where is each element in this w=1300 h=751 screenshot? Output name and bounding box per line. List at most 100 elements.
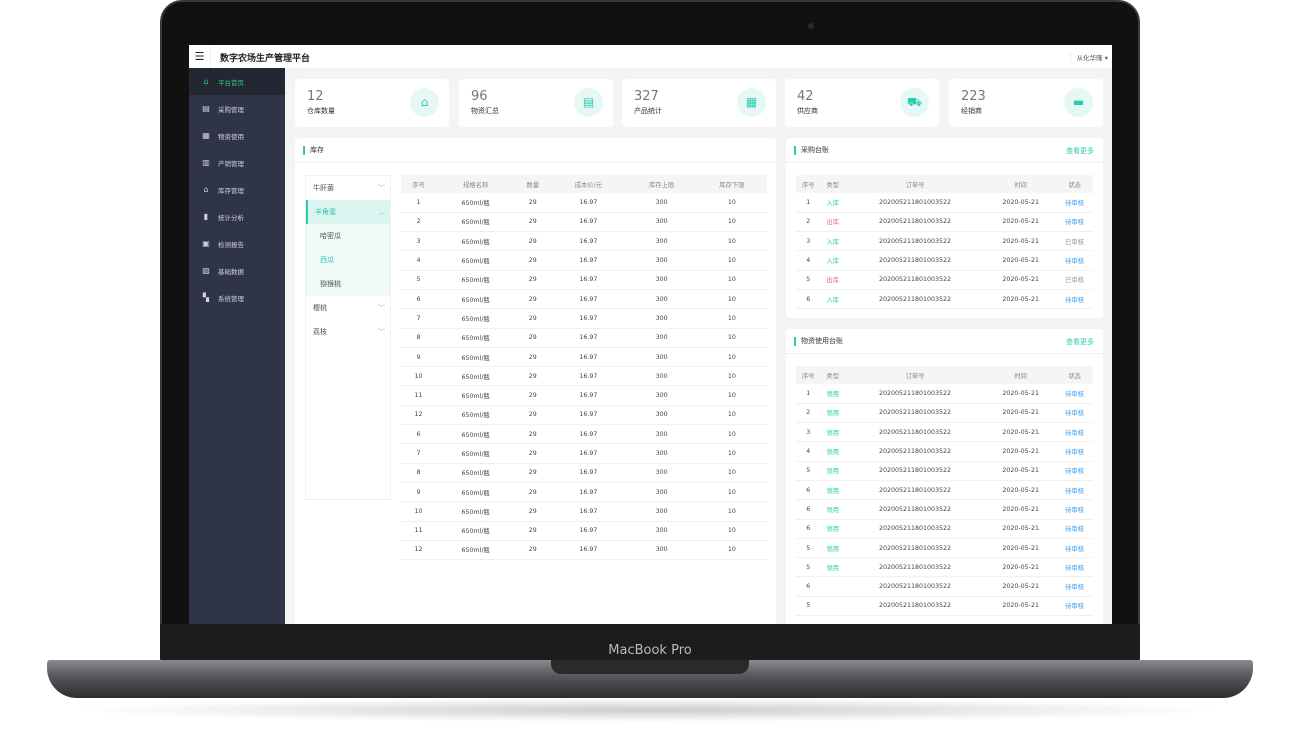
table-row[interactable]: 6 领用 202005211801003522 2020-05-21 待审核 — [796, 480, 1093, 501]
table-row[interactable]: 11 650ml/瓶 29 16.97 300 10 — [401, 385, 767, 406]
table-row[interactable]: 6 650ml/瓶 29 16.97 300 10 — [401, 424, 767, 445]
category-tree: 牛肝菌 ﹀ 羊角蜜 ︿ 哈密瓜 西瓜 猕猴桃 樱桃 ﹀ 荔枝 ﹀ — [305, 175, 391, 500]
table-row[interactable]: 5 202005211801003522 2020-05-21 待审核 — [796, 596, 1093, 617]
table-row[interactable]: 1 650ml/瓶 29 16.97 300 10 — [401, 193, 767, 213]
table-row[interactable]: 8 650ml/瓶 29 16.97 300 10 — [401, 463, 767, 483]
column-header: 序号 — [796, 366, 821, 384]
table-cell: 16.97 — [550, 521, 627, 541]
table-row[interactable]: 1 领用 202005211801003522 2020-05-21 待审核 — [796, 384, 1093, 404]
sidebar-item[interactable]: ▣ 检测报告 — [189, 230, 285, 257]
table-cell: 10 — [696, 540, 767, 561]
table-row[interactable]: 3 650ml/瓶 29 16.97 300 10 — [401, 231, 767, 252]
table-cell: 领用 — [820, 557, 845, 578]
table-row[interactable]: 2 出库 202005211801003522 2020-05-21 待审核 — [796, 212, 1093, 233]
column-header: 时间 — [985, 366, 1057, 384]
table-row[interactable]: 7 650ml/瓶 29 16.97 300 10 — [401, 443, 767, 464]
table-row[interactable]: 9 650ml/瓶 29 16.97 300 10 — [401, 347, 767, 368]
tree-node[interactable]: 羊角蜜 ︿ — [306, 200, 390, 224]
hamburger-icon[interactable]: ☰ — [189, 45, 211, 68]
tree-node[interactable]: 牛肝菌 ﹀ — [306, 176, 390, 200]
user-name: 从化华隆 — [1076, 54, 1103, 62]
sidebar-item-label: 库存管理 — [218, 186, 244, 195]
table-row[interactable]: 6 领用 202005211801003522 2020-05-21 待审核 — [796, 519, 1093, 539]
tree-child-node[interactable]: 猕猴桃 — [306, 272, 390, 296]
table-cell: 650ml/瓶 — [436, 443, 516, 464]
table-row[interactable]: 6 650ml/瓶 29 16.97 300 10 — [401, 289, 767, 310]
table-cell: 202005211801003522 — [844, 384, 986, 404]
table-cell: 10 — [696, 270, 767, 290]
table-row[interactable]: 4 650ml/瓶 29 16.97 300 10 — [401, 250, 767, 271]
stat-card[interactable]: 327 产品统计 ▦ — [622, 79, 776, 127]
table-row[interactable]: 10 650ml/瓶 29 16.97 300 10 — [401, 366, 767, 387]
table-row[interactable]: 10 650ml/瓶 29 16.97 300 10 — [401, 501, 767, 522]
table-cell: 300 — [626, 424, 697, 445]
sidebar-item[interactable]: ▮ 统计分析 — [189, 203, 285, 230]
tree-node-label: 牛肝菌 — [313, 184, 334, 192]
table-row[interactable]: 11 650ml/瓶 29 16.97 300 10 — [401, 521, 767, 541]
sidebar-item[interactable]: ▤ 采购管理 — [189, 95, 285, 122]
inventory-panel: 库存 牛肝菌 ﹀ 羊角蜜 ︿ 哈密瓜 西瓜 猕猴桃 樱桃 ﹀ 荔枝 ﹀ 序号 规格名称 数量 成本价/元库… — [295, 138, 776, 624]
table-cell: 待审核 — [1056, 193, 1093, 213]
view-more-link[interactable]: 查看更多 — [1066, 338, 1094, 346]
table-row[interactable]: 8 650ml/瓶 29 16.97 300 10 — [401, 328, 767, 348]
table-row[interactable]: 1 入库 202005211801003522 2020-05-21 待审核 — [796, 193, 1093, 213]
table-row[interactable]: 6 202005211801003522 2020-05-21 待审核 — [796, 576, 1093, 597]
table-row[interactable]: 5 领用 202005211801003522 2020-05-21 待审核 — [796, 461, 1093, 481]
sidebar: ⌂ 平台首页 ▤ 采购管理 ▦ 物资使用 ▥ 产销管理 ⌂ 库存管理 ▮ 统计分析 ▣ 检测报告 ▧ 基础数据… — [189, 68, 285, 624]
view-more-link[interactable]: 查看更多 — [1066, 147, 1094, 155]
table-row[interactable]: 3 领用 202005211801003522 2020-05-21 待审核 — [796, 422, 1093, 443]
table-cell: 650ml/瓶 — [436, 482, 516, 503]
stat-card[interactable]: 96 物资汇总 ▤ — [459, 79, 613, 127]
sidebar-item[interactable]: ⌂ 库存管理 — [189, 176, 285, 203]
device-brand: MacBook Pro — [608, 643, 692, 658]
sidebar-item[interactable]: ▧ 基础数据 — [189, 257, 285, 284]
user-menu[interactable]: 从化华隆 ▾ — [1069, 52, 1108, 62]
inventory-table: 序号 规格名称 数量 成本价/元 库存上限 库存下限 1 650ml/瓶 29 16.97 300 1… — [401, 175, 767, 561]
table-cell: 领用 — [820, 441, 845, 462]
sidebar-item-label: 平台首页 — [218, 78, 244, 87]
table-row[interactable]: 5 出库 202005211801003522 2020-05-21 已审核 — [796, 270, 1093, 290]
stat-card[interactable]: 12 仓库数量 ⌂ — [295, 79, 449, 127]
sidebar-item-label: 采购管理 — [218, 105, 244, 114]
table-row[interactable]: 6 领用 202005211801003522 2020-05-21 待审核 — [796, 499, 1093, 520]
table-cell: 29 — [515, 270, 551, 290]
tree-child-node[interactable]: 哈密瓜 — [306, 224, 390, 248]
sidebar-item[interactable]: ▦ 物资使用 — [189, 122, 285, 149]
table-cell: 3 — [796, 422, 821, 443]
stat-card[interactable]: 42 供应商 ⛟ — [785, 79, 939, 127]
tree-child-node[interactable]: 西瓜 — [306, 248, 390, 272]
sidebar-item[interactable]: ⌂ 平台首页 — [189, 68, 285, 95]
table-row[interactable]: 5 领用 202005211801003522 2020-05-21 待审核 — [796, 557, 1093, 578]
table-row[interactable]: 2 650ml/瓶 29 16.97 300 10 — [401, 212, 767, 233]
table-row[interactable]: 12 650ml/瓶 29 16.97 300 10 — [401, 540, 767, 561]
table-row[interactable]: 4 入库 202005211801003522 2020-05-21 待审核 — [796, 250, 1093, 271]
table-cell: 2020-05-21 — [985, 231, 1057, 252]
table-cell: 待审核 — [1056, 212, 1093, 233]
table-cell: 650ml/瓶 — [436, 385, 516, 406]
table-cell: 650ml/瓶 — [436, 231, 516, 252]
table-cell: 10 — [696, 231, 767, 252]
table-row[interactable]: 4 领用 202005211801003522 2020-05-21 待审核 — [796, 441, 1093, 462]
table-row[interactable]: 6 入库 202005211801003522 2020-05-21 待审核 — [796, 289, 1093, 310]
table-cell: 2020-05-21 — [985, 576, 1057, 597]
stat-label: 仓库数量 — [307, 107, 335, 115]
table-row[interactable]: 5 650ml/瓶 29 16.97 300 10 — [401, 270, 767, 290]
table-header-row: 序号 类型 订单号 时间 状态 — [796, 175, 1093, 193]
table-row[interactable]: 3 入库 202005211801003522 2020-05-21 已审核 — [796, 231, 1093, 252]
purchase-table: 序号 类型 订单号 时间 状态 1 入库 202005211801003522 2020-05-… — [796, 175, 1093, 310]
table-cell: 2020-05-21 — [985, 422, 1057, 443]
stat-card[interactable]: 223 经销商 ▬ — [949, 79, 1103, 127]
tree-node[interactable]: 荔枝 ﹀ — [306, 320, 390, 344]
sidebar-item[interactable]: ▚ 系统管理 — [189, 284, 285, 311]
table-row[interactable]: 5 领用 202005211801003522 2020-05-21 待审核 — [796, 538, 1093, 559]
table-row[interactable]: 9 650ml/瓶 29 16.97 300 10 — [401, 482, 767, 503]
table-cell: 待审核 — [1056, 422, 1093, 443]
table-row[interactable]: 7 650ml/瓶 29 16.97 300 10 — [401, 308, 767, 329]
table-cell: 6 — [796, 499, 821, 520]
sidebar-item[interactable]: ▥ 产销管理 — [189, 149, 285, 176]
table-row[interactable]: 12 650ml/瓶 29 16.97 300 10 — [401, 405, 767, 426]
tree-node[interactable]: 樱桃 ﹀ — [306, 296, 390, 320]
table-cell: 待审核 — [1056, 403, 1093, 424]
usage-table: 序号 类型 订单号 时间 状态 1 领用 202005211801003522 2020-05-… — [796, 366, 1093, 617]
table-row[interactable]: 2 领用 202005211801003522 2020-05-21 待审核 — [796, 403, 1093, 424]
